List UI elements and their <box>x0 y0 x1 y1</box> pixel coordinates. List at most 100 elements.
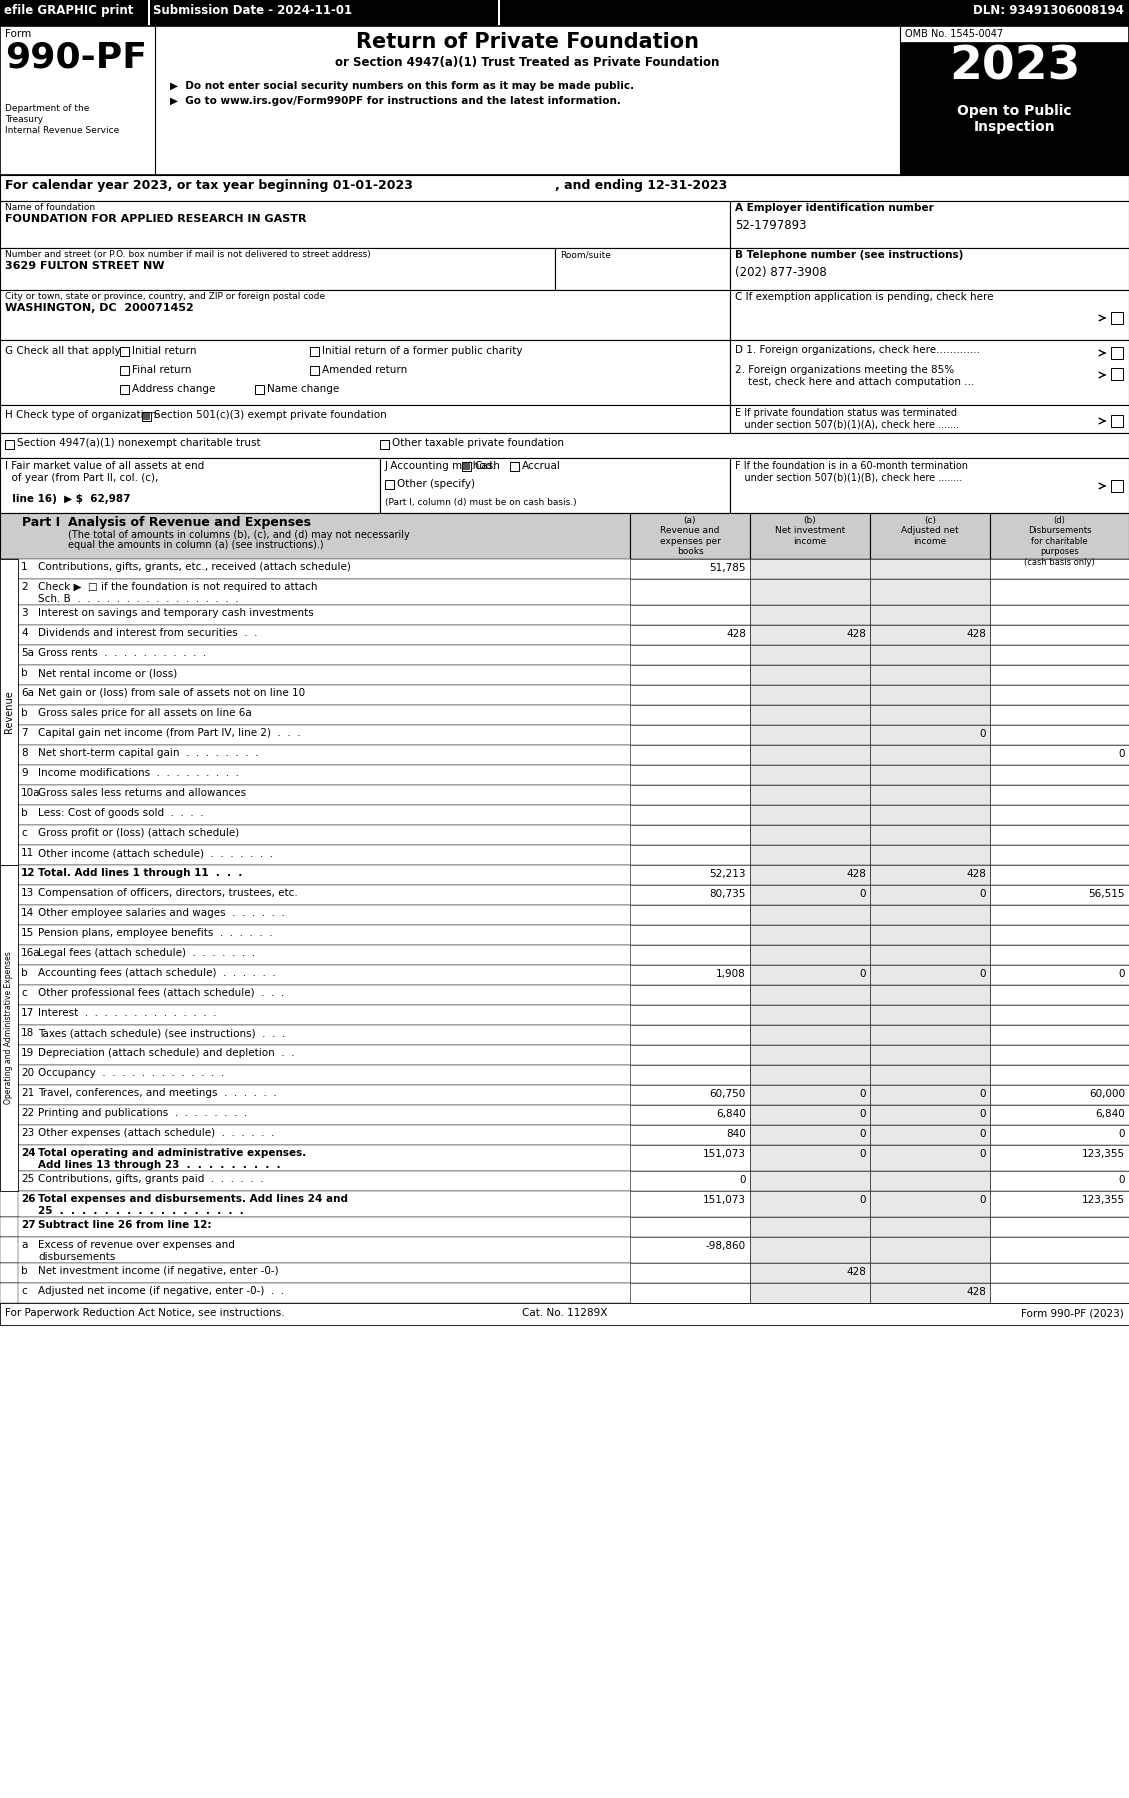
Text: Total expenses and disbursements. Add lines 24 and
25  .  .  .  .  .  .  .  .  .: Total expenses and disbursements. Add li… <box>38 1194 348 1215</box>
Text: 25: 25 <box>21 1174 34 1185</box>
Text: 27: 27 <box>21 1221 36 1230</box>
Bar <box>750 1217 870 1237</box>
Text: 151,073: 151,073 <box>703 1149 746 1160</box>
Bar <box>870 1084 990 1106</box>
Text: FOUNDATION FOR APPLIED RESEARCH IN GASTR: FOUNDATION FOR APPLIED RESEARCH IN GASTR <box>5 214 306 225</box>
Text: Cat. No. 11289X: Cat. No. 11289X <box>522 1307 607 1318</box>
Text: 2. Foreign organizations meeting the 85%
    test, check here and attach computa: 2. Foreign organizations meeting the 85%… <box>735 365 974 387</box>
Bar <box>0 685 1129 705</box>
Bar <box>0 924 18 946</box>
Text: 0: 0 <box>980 1129 986 1138</box>
Bar <box>630 744 750 764</box>
Bar <box>870 786 990 806</box>
Text: (a)
Revenue and
expenses per
books: (a) Revenue and expenses per books <box>659 516 720 556</box>
Text: 60,000: 60,000 <box>1089 1090 1124 1099</box>
Text: Department of the: Department of the <box>5 104 89 113</box>
Text: 4: 4 <box>21 628 27 638</box>
Bar <box>990 626 1129 645</box>
Text: Initial return of a former public charity: Initial return of a former public charit… <box>322 345 523 356</box>
Bar <box>750 1005 870 1025</box>
Bar <box>990 946 1129 966</box>
Bar <box>750 579 870 604</box>
Bar <box>0 825 18 845</box>
Bar <box>990 1190 1129 1217</box>
Bar <box>0 604 1129 626</box>
Bar <box>870 705 990 725</box>
Text: Less: Cost of goods sold  .  .  .  .: Less: Cost of goods sold . . . . <box>38 807 203 818</box>
Bar <box>870 825 990 845</box>
Bar <box>0 1025 1129 1045</box>
Text: line 16)  ▶ $  62,987: line 16) ▶ $ 62,987 <box>5 494 131 503</box>
Bar <box>750 985 870 1005</box>
Bar <box>0 579 1129 604</box>
Bar <box>0 512 630 559</box>
Bar <box>750 665 870 685</box>
Bar <box>750 685 870 705</box>
Text: Check ▶  □ if the foundation is not required to attach
Sch. B  .  .  .  .  .  . : Check ▶ □ if the foundation is not requi… <box>38 583 317 604</box>
Bar <box>630 1217 750 1237</box>
Bar <box>870 744 990 764</box>
Text: c: c <box>21 987 27 998</box>
Bar <box>870 604 990 626</box>
Bar <box>990 645 1129 665</box>
Bar <box>870 1005 990 1025</box>
Text: OMB No. 1545-0047: OMB No. 1545-0047 <box>905 29 1004 40</box>
Text: Interest  .  .  .  .  .  .  .  .  .  .  .  .  .  .: Interest . . . . . . . . . . . . . . <box>38 1009 217 1018</box>
Bar <box>0 865 18 1190</box>
Text: 428: 428 <box>726 629 746 638</box>
Bar <box>0 1145 1129 1170</box>
Bar <box>0 0 1129 25</box>
Bar <box>1111 313 1123 324</box>
Bar <box>630 1106 750 1126</box>
Bar <box>870 985 990 1005</box>
Text: Taxes (attach schedule) (see instructions)  .  .  .: Taxes (attach schedule) (see instruction… <box>38 1028 286 1037</box>
Text: Interest on savings and temporary cash investments: Interest on savings and temporary cash i… <box>38 608 314 619</box>
Bar <box>0 946 18 966</box>
Bar <box>870 645 990 665</box>
Text: Room/suite: Room/suite <box>560 250 611 259</box>
Text: 7: 7 <box>21 728 27 737</box>
Text: 23: 23 <box>21 1127 34 1138</box>
Text: Compensation of officers, directors, trustees, etc.: Compensation of officers, directors, tru… <box>38 888 298 897</box>
Bar <box>730 289 1129 340</box>
Bar <box>730 201 1129 248</box>
Text: 428: 428 <box>966 1287 986 1296</box>
Bar <box>630 825 750 845</box>
Bar <box>0 626 1129 645</box>
Bar <box>0 1106 1129 1126</box>
Bar <box>0 985 1129 1005</box>
Bar <box>630 1237 750 1262</box>
Text: (202) 877-3908: (202) 877-3908 <box>735 266 826 279</box>
Text: 21: 21 <box>21 1088 34 1099</box>
Text: 0: 0 <box>859 1129 866 1138</box>
Bar <box>0 1237 18 1262</box>
Text: 428: 428 <box>846 868 866 879</box>
Text: Amended return: Amended return <box>322 365 408 376</box>
Bar <box>0 1064 1129 1084</box>
Text: 6,840: 6,840 <box>1095 1109 1124 1118</box>
Bar <box>630 1262 750 1284</box>
Text: Accounting fees (attach schedule)  .  .  .  .  .  .: Accounting fees (attach schedule) . . . … <box>38 967 275 978</box>
Bar <box>750 1284 870 1304</box>
Bar <box>0 966 1129 985</box>
Bar <box>870 725 990 744</box>
Bar <box>0 744 1129 764</box>
Bar <box>990 1284 1129 1304</box>
Bar <box>990 786 1129 806</box>
Text: For calendar year 2023, or tax year beginning 01-01-2023: For calendar year 2023, or tax year begi… <box>5 180 413 192</box>
Bar <box>0 1170 1129 1190</box>
Text: 0: 0 <box>980 969 986 978</box>
Bar <box>990 904 1129 924</box>
Text: 0: 0 <box>1119 969 1124 978</box>
Bar <box>750 1145 870 1170</box>
Bar <box>990 985 1129 1005</box>
Bar <box>990 1126 1129 1145</box>
Bar <box>630 685 750 705</box>
Text: 0: 0 <box>980 888 986 899</box>
Text: Net rental income or (loss): Net rental income or (loss) <box>38 669 177 678</box>
Text: Other income (attach schedule)  .  .  .  .  .  .  .: Other income (attach schedule) . . . . .… <box>38 849 273 858</box>
Bar <box>750 725 870 744</box>
Bar <box>0 1217 18 1237</box>
Text: (c)
Adjusted net
income: (c) Adjusted net income <box>901 516 959 547</box>
Bar <box>0 1284 18 1304</box>
